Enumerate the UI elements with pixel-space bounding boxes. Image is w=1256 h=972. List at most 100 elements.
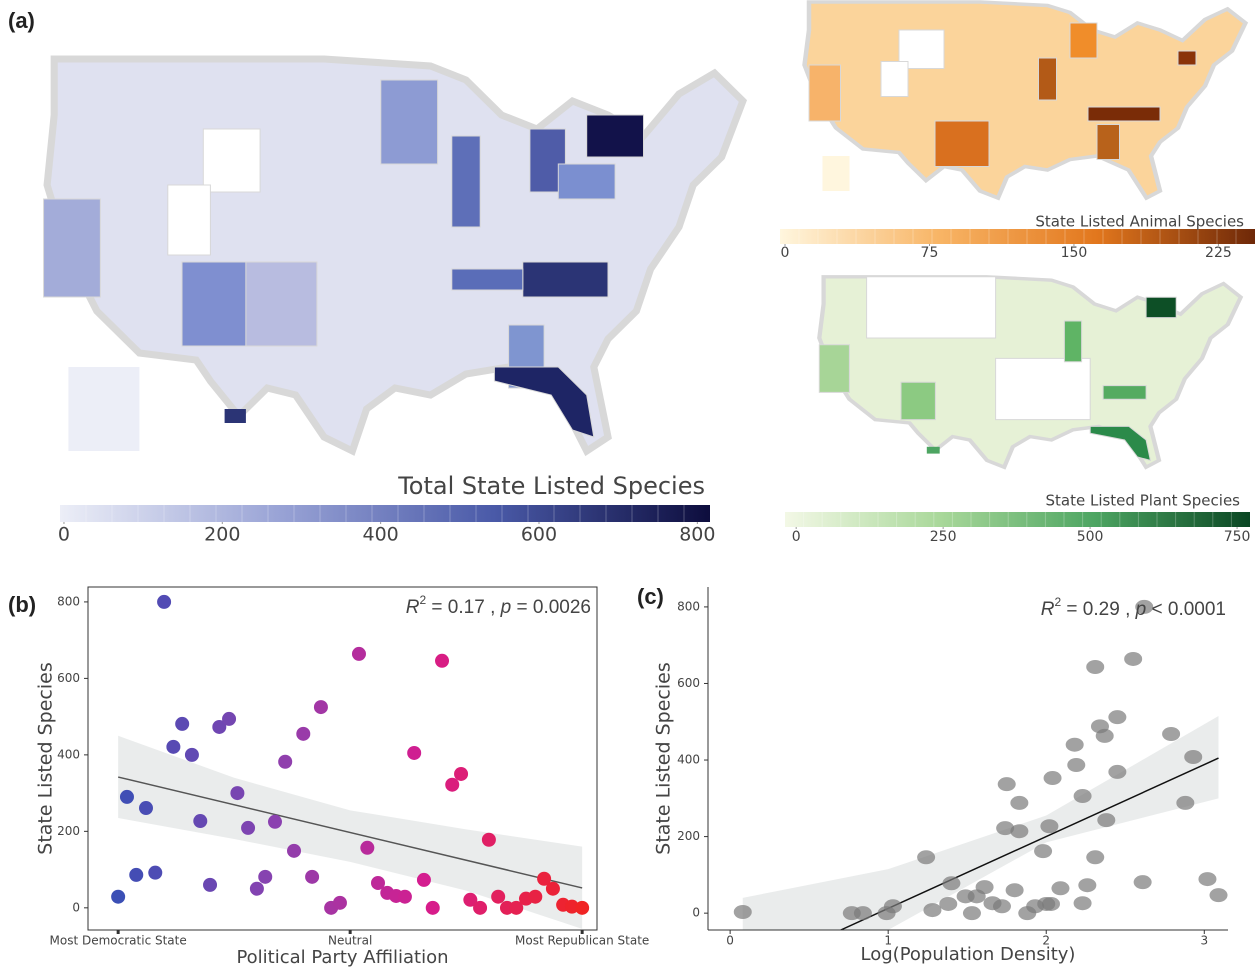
y-axis-title: State Listed Species bbox=[35, 662, 57, 854]
point bbox=[1162, 727, 1181, 741]
point bbox=[1184, 749, 1203, 764]
colorbar bbox=[785, 512, 1250, 527]
point bbox=[1086, 850, 1105, 865]
point bbox=[1097, 813, 1116, 828]
point bbox=[1040, 819, 1059, 834]
colorbar-tick-label: 0 bbox=[58, 524, 70, 546]
annotation-part: = 0.0026 bbox=[511, 597, 591, 618]
point bbox=[332, 895, 347, 910]
point bbox=[1095, 728, 1114, 743]
y-tick-label: 0 bbox=[72, 900, 80, 914]
annotation: R2 = 0.29 , p < 0.0001 bbox=[1041, 595, 1226, 620]
point bbox=[528, 889, 543, 904]
annotation-part: R bbox=[1041, 599, 1055, 620]
point bbox=[997, 777, 1016, 792]
point bbox=[1041, 896, 1060, 911]
point bbox=[1005, 883, 1024, 898]
point bbox=[267, 814, 282, 829]
point bbox=[454, 766, 469, 781]
point bbox=[853, 906, 872, 921]
point bbox=[305, 869, 320, 884]
point bbox=[733, 905, 752, 920]
point bbox=[287, 843, 302, 858]
annotation-part: = 0.29 , bbox=[1061, 599, 1135, 620]
point bbox=[230, 786, 245, 801]
y-tick-label: 0 bbox=[692, 906, 700, 920]
x-tick-label: 1 bbox=[884, 934, 892, 948]
point bbox=[564, 899, 579, 914]
point bbox=[241, 820, 256, 835]
plot-area bbox=[117, 735, 583, 929]
point bbox=[1086, 660, 1105, 675]
point bbox=[416, 872, 431, 887]
colorbar-title: State Listed Plant Species bbox=[1045, 492, 1240, 510]
colorbar-title: State Listed Animal Species bbox=[1035, 213, 1244, 231]
point bbox=[157, 594, 172, 609]
x-axis-title: Log(Population Density) bbox=[861, 944, 1076, 965]
annotation-part: 2 bbox=[419, 593, 426, 607]
point bbox=[1209, 888, 1228, 903]
point bbox=[212, 719, 227, 734]
point bbox=[1034, 844, 1053, 859]
point bbox=[942, 876, 961, 891]
point bbox=[509, 900, 524, 915]
annotation-part: < 0.0001 bbox=[1146, 599, 1226, 620]
point bbox=[1010, 795, 1029, 810]
point bbox=[1198, 872, 1217, 887]
point bbox=[360, 840, 375, 855]
point bbox=[313, 700, 328, 715]
point bbox=[351, 646, 366, 661]
colorbar-tick-label: 600 bbox=[521, 524, 557, 546]
annotation-part: 2 bbox=[1054, 595, 1061, 609]
x-tick-label: 3 bbox=[1200, 934, 1208, 948]
colorbar-title: Total State Listed Species bbox=[397, 472, 705, 500]
colorbar-tick-label: 200 bbox=[204, 524, 240, 546]
map-animal bbox=[805, 2, 1246, 198]
point bbox=[1043, 771, 1062, 786]
point bbox=[278, 754, 293, 769]
point bbox=[445, 777, 460, 792]
panel-label: (b) bbox=[8, 592, 36, 617]
confidence-band bbox=[742, 716, 1219, 930]
colorbar-tick-label: 150 bbox=[1061, 245, 1088, 261]
map-total bbox=[44, 59, 743, 451]
colorbar-tick-label: 75 bbox=[921, 245, 939, 261]
point bbox=[129, 867, 144, 882]
colorbar-tick-label: 225 bbox=[1205, 245, 1232, 261]
y-tick-label: 200 bbox=[57, 824, 80, 838]
y-axis-title: State Listed Species bbox=[653, 662, 675, 854]
point bbox=[463, 892, 478, 907]
y-tick-label: 800 bbox=[677, 599, 700, 613]
point bbox=[1051, 881, 1070, 896]
y-tick-label: 400 bbox=[677, 753, 700, 767]
point bbox=[138, 801, 153, 816]
point bbox=[883, 899, 902, 914]
point bbox=[1133, 875, 1152, 890]
point bbox=[1108, 764, 1127, 779]
x-tick-label: Neutral bbox=[328, 934, 372, 948]
point bbox=[222, 711, 237, 726]
y-tick-label: 600 bbox=[57, 671, 80, 685]
point bbox=[962, 906, 981, 921]
point bbox=[258, 869, 273, 884]
point bbox=[407, 745, 422, 760]
point bbox=[435, 653, 450, 668]
point bbox=[1078, 878, 1097, 893]
panel-label: (c) bbox=[637, 584, 664, 609]
panel-label: (a) bbox=[8, 8, 35, 33]
colorbar-tick-label: 500 bbox=[1077, 529, 1104, 545]
point bbox=[1010, 824, 1029, 839]
point bbox=[193, 814, 208, 829]
fit-line bbox=[117, 776, 583, 889]
point bbox=[975, 880, 994, 895]
point bbox=[1067, 758, 1086, 773]
point bbox=[111, 889, 126, 904]
colorbar-tick-label: 0 bbox=[781, 245, 790, 261]
point bbox=[575, 900, 590, 915]
point bbox=[119, 789, 134, 804]
map-plant bbox=[819, 277, 1240, 467]
x-tick-label: 0 bbox=[726, 934, 734, 948]
point bbox=[1124, 651, 1143, 666]
fit-line bbox=[840, 757, 1219, 930]
